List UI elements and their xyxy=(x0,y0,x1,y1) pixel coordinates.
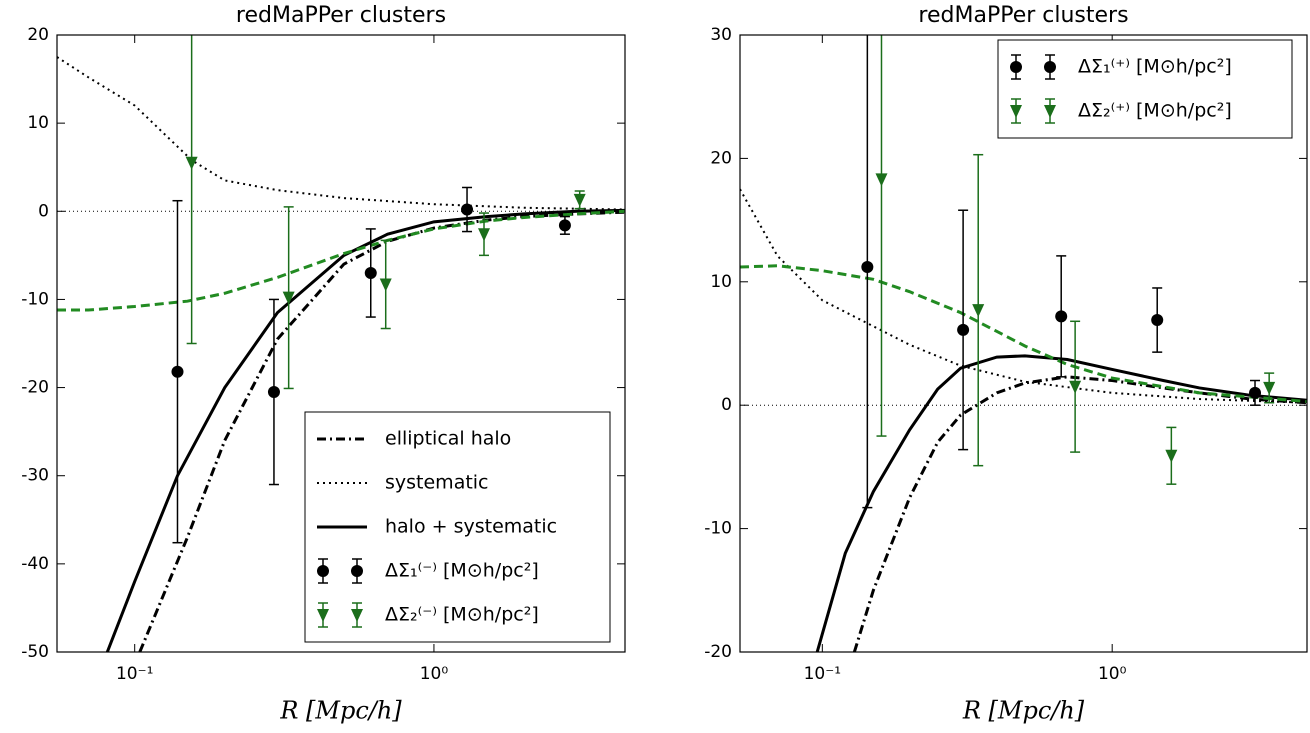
legend-label: elliptical halo xyxy=(385,428,511,450)
marker xyxy=(317,609,329,622)
y-tick-label: 0 xyxy=(721,395,732,415)
plot-area xyxy=(740,35,1307,652)
line xyxy=(57,56,625,211)
plot-frame xyxy=(739,34,1308,653)
marker xyxy=(171,365,184,378)
y-tick-label: 10 xyxy=(27,113,49,133)
marker xyxy=(267,385,280,398)
y-tick-label: 10 xyxy=(710,272,732,292)
y-tick-label: -20 xyxy=(704,642,732,662)
x-tick-label: 10⁻¹ xyxy=(804,664,841,684)
y-tick-label: -50 xyxy=(21,642,49,662)
y-tick-label: -10 xyxy=(21,289,49,309)
marker xyxy=(478,228,491,242)
y-tick-label: 30 xyxy=(710,25,732,45)
legend-box xyxy=(997,39,1293,139)
marker xyxy=(972,304,985,318)
marker xyxy=(558,219,571,232)
marker xyxy=(1044,105,1056,118)
marker xyxy=(351,565,363,577)
marker xyxy=(1055,310,1068,323)
marker xyxy=(317,565,329,577)
legend-label: ΔΣ₁⁽⁻⁾ [M⊙h/pc²] xyxy=(385,560,539,582)
y-tick-label: 20 xyxy=(27,25,49,45)
marker xyxy=(461,203,474,216)
plot-frame xyxy=(56,34,626,653)
marker xyxy=(1044,61,1056,73)
chart-title: redMaPPer clusters xyxy=(918,3,1128,28)
y-tick-label: 0 xyxy=(38,201,49,221)
legend-label: systematic xyxy=(385,472,489,494)
line xyxy=(852,375,1307,652)
x-axis-label: R [Mpc/h] xyxy=(279,697,402,725)
marker xyxy=(364,266,377,279)
marker xyxy=(185,156,198,170)
marker xyxy=(379,278,392,292)
legend: ΔΣ₁⁽⁺⁾ [M⊙h/pc²] ΔΣ₂⁽⁺⁾ [M⊙h/pc²] xyxy=(997,39,1293,139)
x-tick-label: 10⁰ xyxy=(1098,664,1127,684)
marker xyxy=(282,291,295,305)
y-tick-label: -40 xyxy=(21,554,49,574)
chart-title: redMaPPer clusters xyxy=(236,3,446,28)
marker xyxy=(1249,386,1262,399)
y-tick-label: -20 xyxy=(21,378,49,398)
line xyxy=(57,209,625,312)
x-axis-label: R [Mpc/h] xyxy=(962,697,1085,725)
legend-label: halo + systematic xyxy=(385,516,557,538)
marker xyxy=(1010,61,1022,73)
y-tick-label: 20 xyxy=(710,148,732,168)
marker xyxy=(1069,380,1082,394)
legend: elliptical halo systematic halo + systemat… xyxy=(304,411,611,643)
line xyxy=(740,264,1307,403)
marker xyxy=(861,260,874,273)
panel: redMaPPer clusters R [Mpc/h] -20 -10 0 10 20 30… xyxy=(704,3,1308,725)
y-tick-label: -30 xyxy=(21,466,49,486)
plot-area xyxy=(57,35,625,652)
x-tick-label: 10⁰ xyxy=(420,664,449,684)
marker xyxy=(1151,314,1164,327)
marker xyxy=(957,323,970,336)
marker xyxy=(875,173,888,187)
line xyxy=(740,188,1307,404)
marker xyxy=(1263,381,1276,395)
line xyxy=(105,208,625,652)
y-tick-label: -10 xyxy=(704,519,732,539)
marker xyxy=(1165,449,1178,463)
legend-label: ΔΣ₁⁽⁺⁾ [M⊙h/pc²] xyxy=(1078,56,1232,78)
panel: redMaPPer clusters R [Mpc/h] -50 -40 -30 -20 -… xyxy=(21,3,626,725)
marker xyxy=(1010,105,1022,118)
marker xyxy=(351,609,363,622)
legend-label: ΔΣ₂⁽⁻⁾ [M⊙h/pc²] xyxy=(385,604,539,626)
line xyxy=(815,354,1307,652)
marker xyxy=(573,193,586,207)
legend-label: ΔΣ₂⁽⁺⁾ [M⊙h/pc²] xyxy=(1078,100,1232,122)
x-tick-label: 10⁻¹ xyxy=(116,664,153,684)
